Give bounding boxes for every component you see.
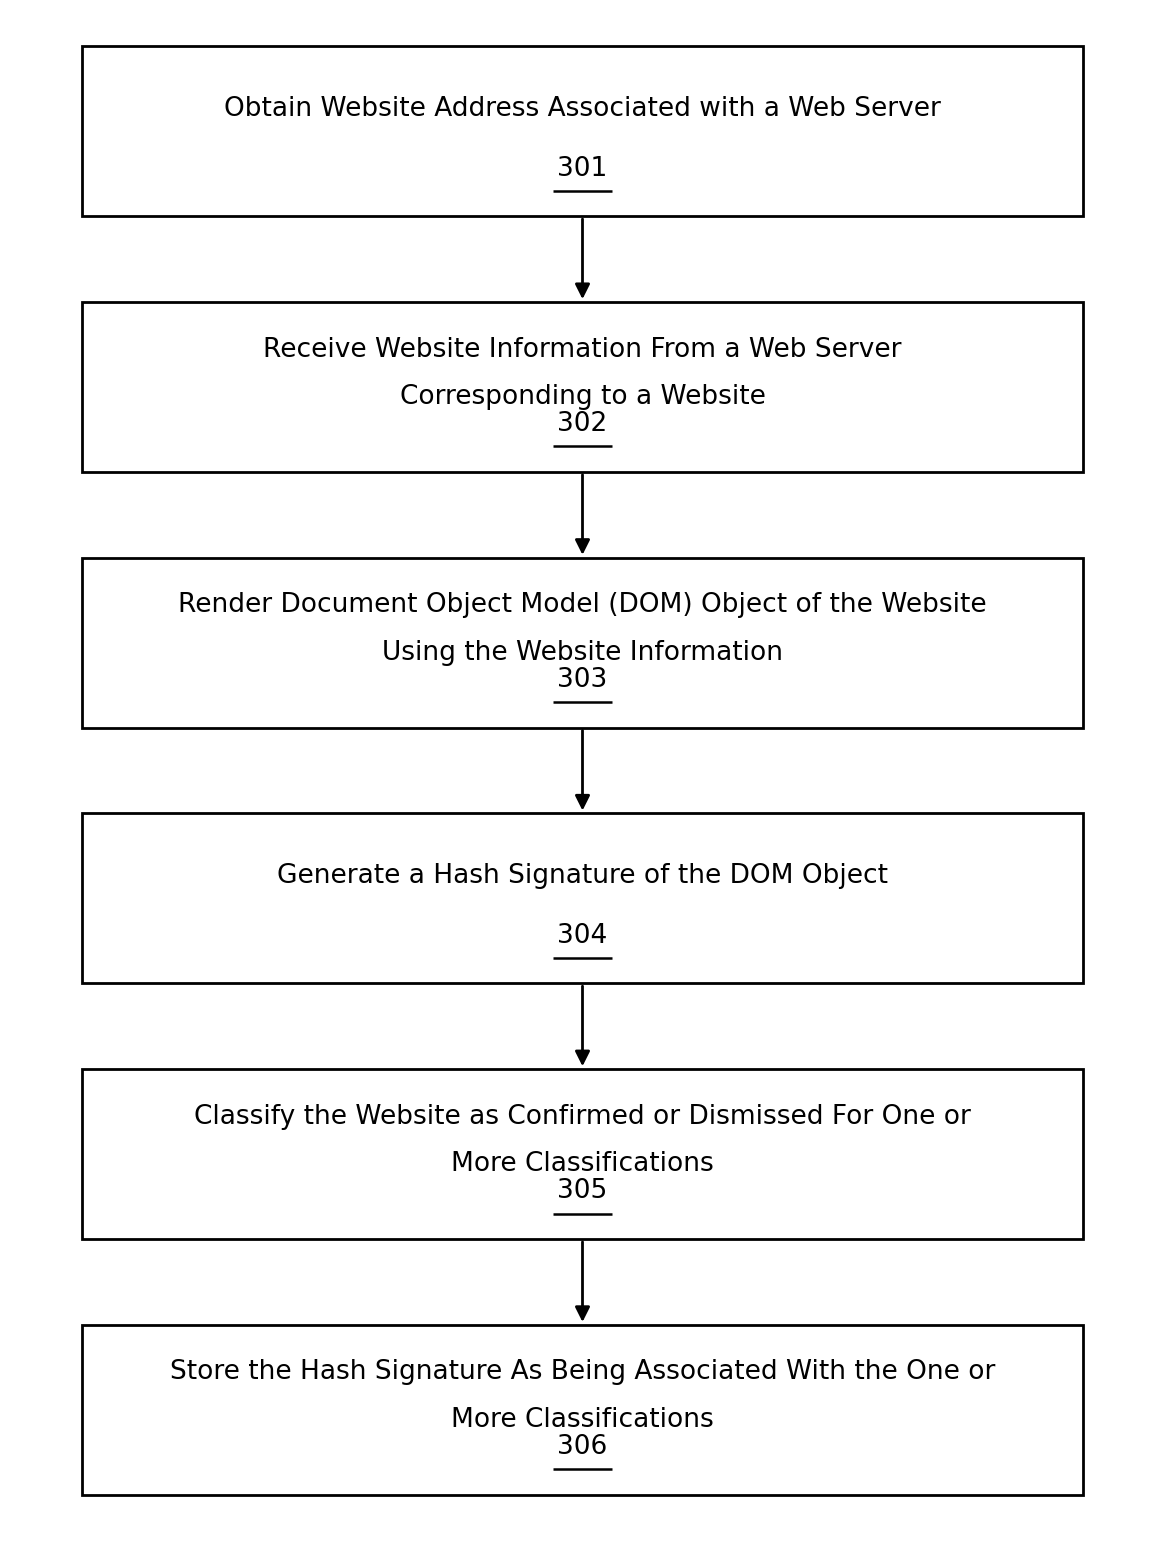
Text: 301: 301 xyxy=(557,156,608,182)
Text: 303: 303 xyxy=(557,667,608,693)
Text: 304: 304 xyxy=(557,923,608,949)
Text: Using the Website Information: Using the Website Information xyxy=(382,640,783,666)
FancyBboxPatch shape xyxy=(82,302,1083,472)
Text: More Classifications: More Classifications xyxy=(451,1407,714,1433)
Text: Receive Website Information From a Web Server: Receive Website Information From a Web S… xyxy=(263,336,902,362)
FancyBboxPatch shape xyxy=(82,46,1083,216)
Text: More Classifications: More Classifications xyxy=(451,1151,714,1177)
Text: Classify the Website as Confirmed or Dismissed For One or: Classify the Website as Confirmed or Dis… xyxy=(195,1103,970,1130)
FancyBboxPatch shape xyxy=(82,814,1083,983)
Text: 302: 302 xyxy=(557,411,608,438)
FancyBboxPatch shape xyxy=(82,558,1083,727)
FancyBboxPatch shape xyxy=(82,1325,1083,1495)
Text: Store the Hash Signature As Being Associated With the One or: Store the Hash Signature As Being Associ… xyxy=(170,1359,995,1385)
Text: Render Document Object Model (DOM) Object of the Website: Render Document Object Model (DOM) Objec… xyxy=(178,592,987,618)
Text: 306: 306 xyxy=(557,1435,608,1461)
Text: 305: 305 xyxy=(557,1179,608,1205)
Text: Obtain Website Address Associated with a Web Server: Obtain Website Address Associated with a… xyxy=(224,96,941,122)
Text: Generate a Hash Signature of the DOM Object: Generate a Hash Signature of the DOM Obj… xyxy=(277,863,888,889)
Text: Corresponding to a Website: Corresponding to a Website xyxy=(400,384,765,410)
FancyBboxPatch shape xyxy=(82,1069,1083,1239)
